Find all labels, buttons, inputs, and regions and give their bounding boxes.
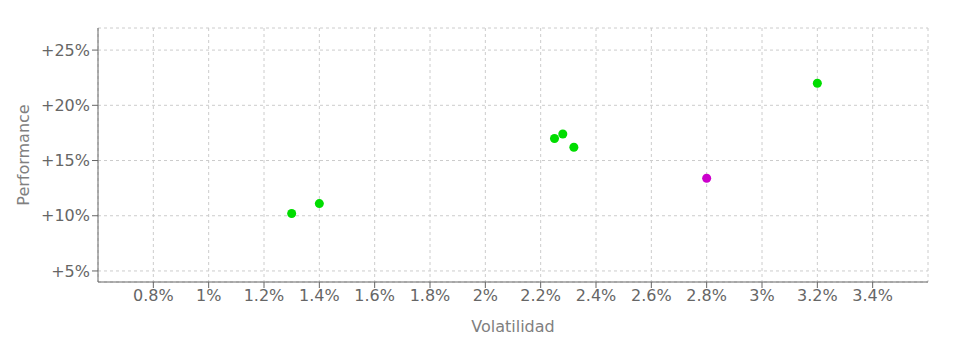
svg-text:1.8%: 1.8%	[410, 286, 451, 305]
svg-text:2.2%: 2.2%	[520, 286, 561, 305]
svg-text:Volatilidad: Volatilidad	[471, 317, 554, 336]
svg-text:3%: 3%	[749, 286, 774, 305]
svg-text:+20%: +20%	[41, 96, 90, 115]
svg-text:3.4%: 3.4%	[852, 286, 893, 305]
svg-text:2.8%: 2.8%	[686, 286, 727, 305]
svg-text:1%: 1%	[196, 286, 221, 305]
svg-text:+10%: +10%	[41, 206, 90, 225]
svg-text:1.4%: 1.4%	[299, 286, 340, 305]
svg-text:2.6%: 2.6%	[631, 286, 672, 305]
svg-text:1.2%: 1.2%	[244, 286, 285, 305]
svg-text:3.2%: 3.2%	[797, 286, 838, 305]
svg-text:+25%: +25%	[41, 41, 90, 60]
svg-text:1.6%: 1.6%	[354, 286, 395, 305]
svg-text:Performance: Performance	[14, 104, 33, 205]
svg-text:2%: 2%	[473, 286, 498, 305]
svg-text:+15%: +15%	[41, 151, 90, 170]
svg-text:0.8%: 0.8%	[133, 286, 174, 305]
svg-text:2.4%: 2.4%	[576, 286, 617, 305]
svg-text:+5%: +5%	[51, 262, 90, 281]
